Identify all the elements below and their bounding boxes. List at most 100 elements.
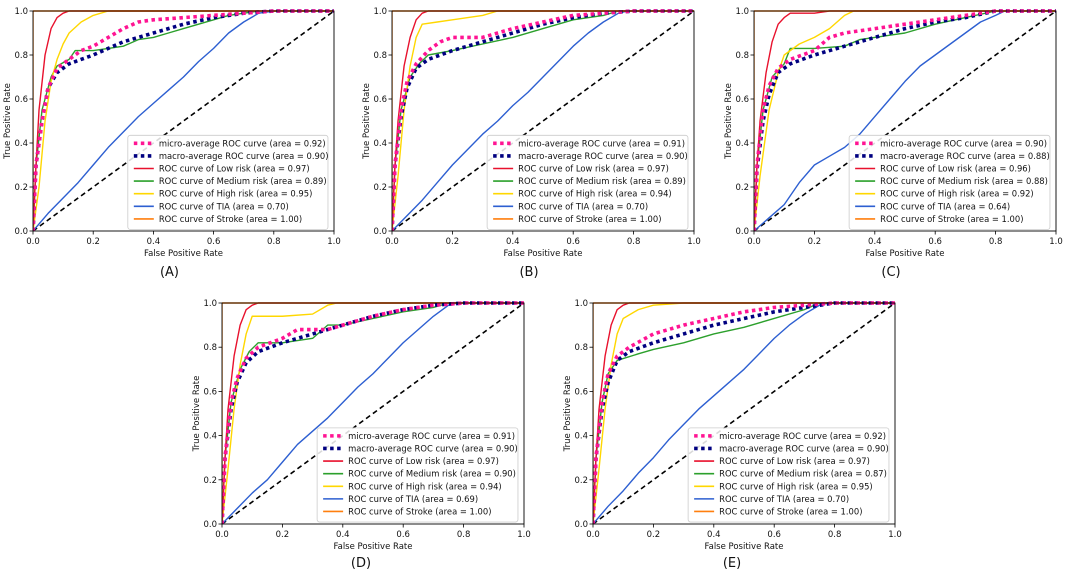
roc-curve-micro <box>222 301 524 524</box>
legend-label-stroke: ROC curve of Stroke (area = 1.00) <box>518 214 661 224</box>
chance-diagonal-line <box>32 10 335 232</box>
panel-label: (D) <box>351 556 371 571</box>
roc-curve-macro <box>33 9 334 231</box>
chance-diagonal-line <box>753 10 1057 232</box>
chart-panel-a: 0.0 0.2 0.4 0.6 0.8 1.0 0.0 0.2 0.4 0.6 0.8 1.0 Fals… <box>3 7 341 280</box>
x-axis-title: False Positive Rate <box>144 249 223 259</box>
roc-curve-high <box>33 10 334 231</box>
y-tick-label: 1.0 <box>574 299 588 309</box>
legend-label-low: ROC curve of Low risk (area = 0.97) <box>348 456 499 466</box>
legend-label-stroke: ROC curve of Stroke (area = 1.00) <box>880 214 1023 224</box>
x-axis-title: False Positive Rate <box>334 542 413 552</box>
y-tick-label: 1.0 <box>735 7 749 17</box>
legend-label-high: ROC curve of High risk (area = 0.95) <box>719 481 873 491</box>
y-tick-label: 0.6 <box>574 387 588 397</box>
plot-frame <box>592 302 896 525</box>
x-tick-label: 0.2 <box>808 237 822 247</box>
y-tick-label: 0.2 <box>574 476 588 486</box>
legend-label-macro: macro-average ROC curve (area = 0.90) <box>348 443 518 453</box>
plot-frame <box>32 10 335 232</box>
roc-curve-micro <box>392 9 694 231</box>
legend-box <box>687 427 890 523</box>
roc-curve-high <box>392 10 694 231</box>
x-axis-title: False Positive Rate <box>705 542 784 552</box>
legend-label-macro: macro-average ROC curve (area = 0.90) <box>159 151 329 161</box>
panel-label: (A) <box>160 265 179 280</box>
roc-curve-micro <box>754 9 1056 231</box>
y-tick-label: 0.8 <box>735 51 749 61</box>
y-tick-label: 0.0 <box>203 520 217 530</box>
legend-label-medium: ROC curve of Medium risk (area = 0.87) <box>719 469 887 479</box>
y-tick-label: 0.8 <box>203 343 217 353</box>
x-tick-label: 0.0 <box>215 530 229 540</box>
y-tick-label: 0.4 <box>574 432 588 442</box>
y-tick-label: 0.8 <box>574 343 588 353</box>
legend-box <box>127 134 329 230</box>
y-tick-label: 0.6 <box>203 387 217 397</box>
y-tick-label: 0.2 <box>373 183 387 193</box>
roc-curve-high <box>593 302 895 524</box>
legend-label-micro: micro-average ROC curve (area = 0.91) <box>518 138 685 148</box>
chance-diagonal-line <box>391 10 695 232</box>
roc-curve-micro <box>33 9 334 231</box>
y-tick-label: 0.0 <box>373 227 387 237</box>
y-axis-title: True Positive Rate <box>724 83 734 160</box>
y-tick-label: 0.2 <box>203 476 217 486</box>
panel-label: (B) <box>519 265 538 280</box>
roc-curve-low <box>222 302 524 524</box>
x-tick-label: 0.4 <box>868 237 882 247</box>
legend: micro-average ROC curve (area = 0.91) mac… <box>316 427 519 523</box>
x-tick-label: 0.4 <box>147 237 161 247</box>
y-axis-title: True Positive Rate <box>563 376 573 453</box>
y-tick-label: 0.2 <box>735 183 749 193</box>
legend-label-tia: ROC curve of TIA (area = 0.70) <box>518 201 648 211</box>
roc-curve-low <box>392 10 694 231</box>
legend-label-medium: ROC curve of Medium risk (area = 0.89) <box>518 176 686 186</box>
legend-label-medium: ROC curve of Medium risk (area = 0.89) <box>159 176 327 186</box>
legend-label-high: ROC curve of High risk (area = 0.94) <box>518 189 672 199</box>
legend-label-stroke: ROC curve of Stroke (area = 1.00) <box>348 506 491 516</box>
chart-panel-c: 0.0 0.2 0.4 0.6 0.8 1.0 0.0 0.2 0.4 0.6 0.8 1.0 Fals… <box>724 7 1063 280</box>
roc-curve-tia <box>593 302 895 524</box>
y-tick-label: 0.4 <box>373 139 387 149</box>
x-tick-label: 1.0 <box>517 530 531 540</box>
legend-label-medium: ROC curve of Medium risk (area = 0.88) <box>880 176 1048 186</box>
panel-label: (E) <box>723 556 741 571</box>
x-tick-label: 0.6 <box>566 237 580 247</box>
roc-curve-tia <box>392 10 694 231</box>
y-tick-label: 0.4 <box>14 139 28 149</box>
legend-label-low: ROC curve of Low risk (area = 0.97) <box>518 164 669 174</box>
legend: micro-average ROC curve (area = 0.90) mac… <box>848 134 1051 230</box>
x-tick-label: 0.6 <box>767 530 781 540</box>
y-tick-label: 0.8 <box>14 51 28 61</box>
x-tick-label: 0.2 <box>276 530 290 540</box>
y-tick-label: 1.0 <box>373 7 387 17</box>
x-tick-label: 0.8 <box>267 237 281 247</box>
roc-curve-micro <box>593 301 895 524</box>
legend-label-low: ROC curve of Low risk (area = 0.96) <box>880 164 1031 174</box>
legend-box <box>316 427 519 523</box>
legend-label-micro: micro-average ROC curve (area = 0.90) <box>880 138 1047 148</box>
plot-frame <box>221 302 525 525</box>
roc-curve-tia <box>33 10 334 231</box>
legend-label-macro: macro-average ROC curve (area = 0.90) <box>719 443 889 453</box>
y-tick-label: 0.0 <box>735 227 749 237</box>
chart-panel-b: 0.0 0.2 0.4 0.6 0.8 1.0 0.0 0.2 0.4 0.6 0.8 1.0 Fals… <box>362 7 701 280</box>
legend-label-micro: micro-average ROC curve (area = 0.92) <box>159 138 326 148</box>
x-tick-label: 0.2 <box>647 530 661 540</box>
x-axis-title: False Positive Rate <box>866 249 945 259</box>
x-axis-title: False Positive Rate <box>504 249 583 259</box>
legend-label-high: ROC curve of High risk (area = 0.94) <box>348 481 502 491</box>
legend-label-stroke: ROC curve of Stroke (area = 1.00) <box>159 214 302 224</box>
x-tick-label: 0.6 <box>396 530 410 540</box>
x-tick-label: 0.8 <box>989 237 1003 247</box>
legend-label-tia: ROC curve of TIA (area = 0.69) <box>348 494 478 504</box>
y-tick-label: 0.4 <box>203 432 217 442</box>
legend: micro-average ROC curve (area = 0.91) mac… <box>486 134 689 230</box>
y-tick-label: 0.8 <box>373 51 387 61</box>
legend-label-micro: micro-average ROC curve (area = 0.91) <box>348 431 515 441</box>
legend-label-micro: micro-average ROC curve (area = 0.92) <box>719 431 886 441</box>
legend: micro-average ROC curve (area = 0.92) mac… <box>127 134 329 230</box>
x-tick-label: 0.2 <box>86 237 100 247</box>
x-tick-label: 0.8 <box>828 530 842 540</box>
